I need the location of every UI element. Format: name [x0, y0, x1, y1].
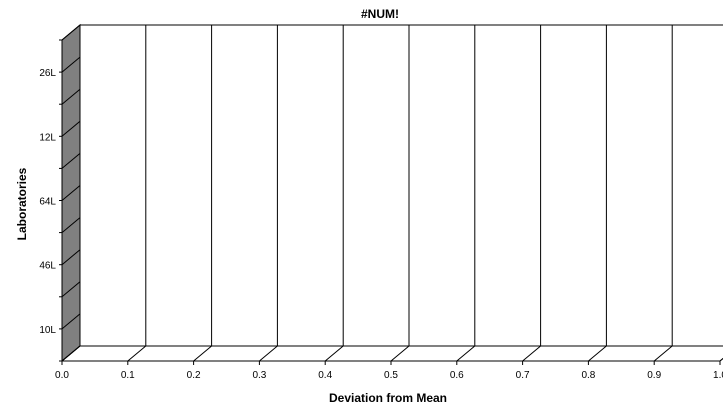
x-tick-label: 1.0 — [713, 370, 723, 381]
back-wall — [79, 24, 723, 347]
x-tick-label: 0.1 — [121, 370, 135, 381]
y-tick-label: 46L — [39, 261, 56, 272]
y-depth-line — [61, 24, 81, 41]
y-tick-label: 10L — [39, 325, 56, 336]
y-tick-label: 64L — [39, 197, 56, 208]
chart-title: #NUM! — [361, 7, 399, 21]
floor-gridline — [193, 345, 212, 362]
floor-gridline — [456, 345, 476, 362]
floor — [60, 345, 723, 362]
y-depth-line — [61, 56, 81, 73]
y-tick-label: 26L — [39, 68, 56, 79]
y-tick-label: 12L — [39, 132, 56, 143]
y-depth-line — [61, 249, 81, 266]
floor-gridline — [127, 345, 147, 362]
floor-gridline — [588, 345, 607, 362]
y-depth-line — [61, 153, 81, 169]
floor-gridline — [522, 345, 541, 362]
plot-area: 0.0 0.1 0.2 0.3 0.4 0.5 0.6 0.7 0.8 0.9 1.0 10L 46L 6… — [39, 23, 723, 381]
floor-gridline — [259, 345, 278, 362]
y-depth-line — [61, 281, 81, 298]
x-tick-label: 0.3 — [252, 370, 266, 381]
x-axis-label: Deviation from Mean — [329, 391, 447, 405]
x-tick-label: 0.4 — [318, 370, 332, 381]
y-depth-line — [61, 88, 81, 105]
floor-gridline — [390, 345, 410, 362]
x-tick-label: 0.7 — [516, 370, 530, 381]
y-depth-line — [61, 345, 81, 362]
x-tick-label: 0.5 — [384, 370, 398, 381]
x-tick-label: 0.8 — [581, 370, 595, 381]
floor-gridline — [324, 345, 344, 362]
x-tick-label: 0.2 — [187, 370, 201, 381]
y-axis-label: Laboratories — [15, 167, 29, 240]
y-depth-line — [61, 217, 81, 233]
x-tick-label: 0.6 — [450, 370, 464, 381]
floor-gridline — [653, 345, 673, 362]
x-tick-label: 0.9 — [647, 370, 661, 381]
y-depth-line — [61, 313, 81, 330]
y-depth-line — [61, 185, 81, 201]
y-depth-line — [61, 120, 81, 137]
x-tick-label: 0.0 — [55, 370, 69, 381]
